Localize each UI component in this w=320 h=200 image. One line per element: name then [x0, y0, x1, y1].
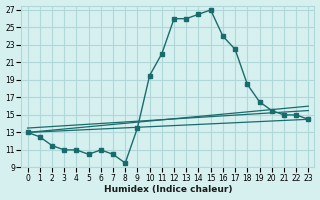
X-axis label: Humidex (Indice chaleur): Humidex (Indice chaleur): [104, 185, 232, 194]
